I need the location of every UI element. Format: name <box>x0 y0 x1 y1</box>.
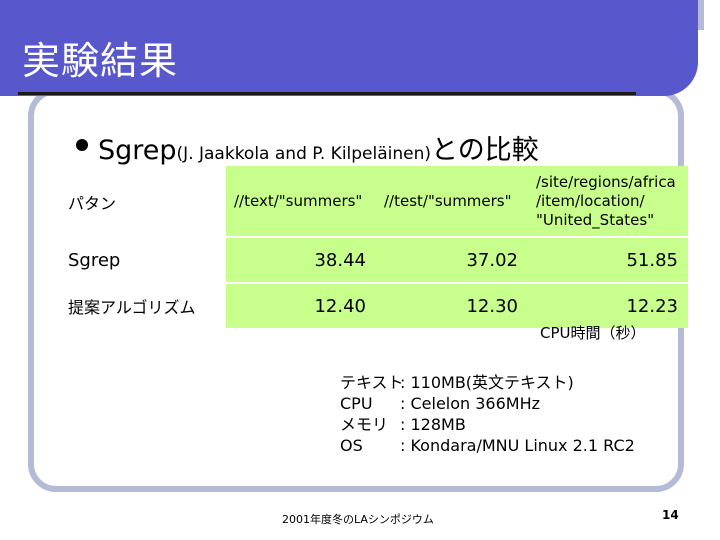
bullet-reference: (J. Jaakkola and P. Kilpeläinen) <box>176 144 432 164</box>
footer-text: 2001年度冬のLAシンポジウム <box>282 513 434 526</box>
spec-key: テキスト <box>340 373 404 392</box>
cpu-time-caption: CPU時間（秒） <box>540 324 646 342</box>
table-row: Sgrep 38.44 37.02 51.85 <box>60 236 688 283</box>
table-row: 提案アルゴリズム 12.40 12.30 12.23 <box>60 282 688 328</box>
spec-value: : 110MB(英文テキスト) <box>400 373 574 392</box>
spec-value: : Kondara/MNU Linux 2.1 RC2 <box>400 436 635 455</box>
spec-row: メモリ : 128MB <box>340 414 635 435</box>
slide-title: 実験結果 <box>22 39 179 83</box>
table-cell: 38.44 <box>226 236 376 283</box>
table-cell: 12.30 <box>376 282 528 328</box>
spec-row: OS : Kondara/MNU Linux 2.1 RC2 <box>340 435 635 456</box>
bullet-text: Sgrep(J. Jaakkola and P. Kilpeläinen)との比… <box>98 128 539 167</box>
spec-key: OS <box>340 436 363 455</box>
spec-row: CPU : Celelon 366MHz <box>340 393 635 414</box>
spec-value: : Celelon 366MHz <box>400 394 541 413</box>
title-banner <box>0 0 698 96</box>
table-cell: 51.85 <box>528 236 688 283</box>
header-query-3: /site/regions/africa /item/location/ "Un… <box>528 166 688 237</box>
table-cell: 37.02 <box>376 236 528 283</box>
table-cell: 12.40 <box>226 282 376 328</box>
environment-spec: テキスト: 110MB(英文テキスト) CPU: Celelon 366MHz … <box>340 372 635 456</box>
page-number: 14 <box>662 508 679 522</box>
title-underline <box>18 92 636 95</box>
bullet-main-label: Sgrep <box>98 135 177 166</box>
spec-key: メモリ <box>340 415 389 434</box>
row-label-sgrep: Sgrep <box>68 249 121 271</box>
table-cell: 12.23 <box>528 282 688 328</box>
row-label-proposed: 提案アルゴリズム <box>68 297 196 317</box>
header-pattern: パタン <box>68 193 117 213</box>
spec-key: CPU <box>340 394 373 413</box>
spec-row: テキスト: 110MB(英文テキスト) <box>340 372 635 393</box>
bullet-dot-icon <box>76 139 88 151</box>
results-table: パタン //text/"summers" //test/"summers" /s… <box>60 166 688 328</box>
frame-top-bar <box>698 0 704 30</box>
header-query-1: //text/"summers" <box>226 166 376 237</box>
header-query-2: //test/"summers" <box>376 166 528 237</box>
table-header-row: パタン //text/"summers" //test/"summers" /s… <box>60 166 688 237</box>
spec-value: : 128MB <box>400 415 466 434</box>
bullet-suffix: との比較 <box>431 135 539 166</box>
